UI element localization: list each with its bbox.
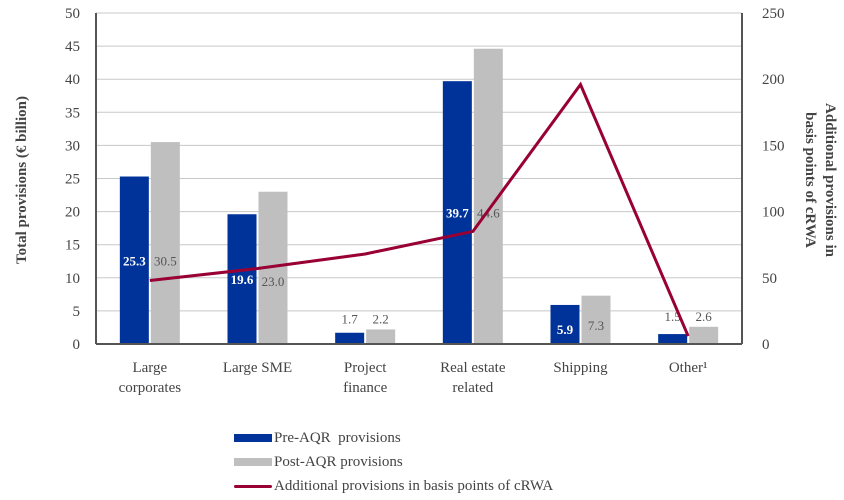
data-label-pre-aqr: 39.7 [446, 206, 469, 221]
y-tick-label: 50 [65, 6, 80, 22]
data-label-post-aqr: 23.0 [262, 274, 285, 289]
bar-post-aqr [366, 329, 396, 344]
y2-tick-label: 150 [762, 138, 785, 154]
y2-tick-label: 250 [762, 6, 785, 22]
data-label-post-aqr: 2.2 [373, 311, 389, 326]
data-label-post-aqr: 2.6 [696, 309, 713, 324]
x-tick-label: Real estate [440, 360, 506, 376]
x-tick-label: Other¹ [669, 360, 708, 376]
bar-post-aqr [581, 295, 611, 344]
legend-swatch-pre-aqr [234, 434, 272, 442]
line-additional-provisions [149, 81, 690, 337]
data-label-pre-aqr: 25.3 [123, 253, 146, 268]
y-tick-label: 35 [65, 105, 80, 121]
bar-pre-aqr [550, 304, 580, 344]
legend: Pre-AQR provisions Post-AQR provisions A… [234, 426, 553, 498]
legend-label-post-aqr: Post-AQR provisions [274, 453, 403, 470]
data-label-post-aqr: 7.3 [588, 318, 604, 333]
bar-post-aqr [689, 326, 719, 344]
x-tick-label: Shipping [553, 360, 608, 376]
y-tick-label: 30 [65, 138, 80, 154]
bar-pre-aqr [658, 334, 688, 344]
x-tick-label: finance [343, 380, 387, 396]
y-tick-label: 45 [65, 39, 80, 55]
data-label-pre-aqr: 19.6 [231, 272, 254, 287]
legend-label-additional: Additional provisions in basis points of… [274, 477, 554, 494]
x-tick-label: Project [344, 360, 387, 376]
x-tick-label: Large [132, 360, 167, 376]
legend-label-pre-aqr: Pre-AQR provisions [274, 429, 401, 446]
y2-tick-label: 200 [762, 72, 785, 88]
x-tick-label: related [452, 380, 493, 396]
y-tick-label: 40 [65, 72, 80, 88]
legend-item-additional: Additional provisions in basis points of… [234, 474, 553, 498]
y2-axis-title: basis points of cRWA [802, 112, 818, 248]
y2-tick-label: 100 [762, 205, 785, 221]
bar-pre-aqr [119, 176, 149, 344]
bar-pre-aqr [442, 81, 472, 344]
y-tick-label: 15 [65, 238, 80, 254]
bar-pre-aqr [227, 214, 257, 344]
y2-tick-label: 50 [762, 271, 777, 287]
y2-tick-label: 0 [762, 337, 770, 353]
y-tick-label: 10 [65, 271, 80, 287]
y-axis-title: Total provisions (€ billion) [14, 96, 30, 264]
data-label-pre-aqr: 5.9 [557, 322, 574, 337]
bar-post-aqr [150, 142, 180, 344]
x-tick-label: Large SME [223, 360, 292, 376]
legend-swatch-additional [234, 484, 272, 488]
y-tick-label: 20 [65, 205, 80, 221]
y2-axis-title: Additional provisions in [822, 103, 838, 258]
y-tick-label: 25 [65, 172, 80, 188]
x-tick-label: corporates [119, 380, 182, 396]
bar-pre-aqr [335, 332, 365, 344]
legend-swatch-post-aqr [234, 458, 272, 466]
legend-item-pre-aqr: Pre-AQR provisions [234, 426, 553, 450]
y-tick-label: 5 [73, 304, 81, 320]
data-label-pre-aqr: 1.7 [342, 311, 359, 326]
y-tick-label: 0 [73, 337, 81, 353]
data-label-post-aqr: 30.5 [154, 253, 177, 268]
legend-item-post-aqr: Post-AQR provisions [234, 450, 553, 474]
